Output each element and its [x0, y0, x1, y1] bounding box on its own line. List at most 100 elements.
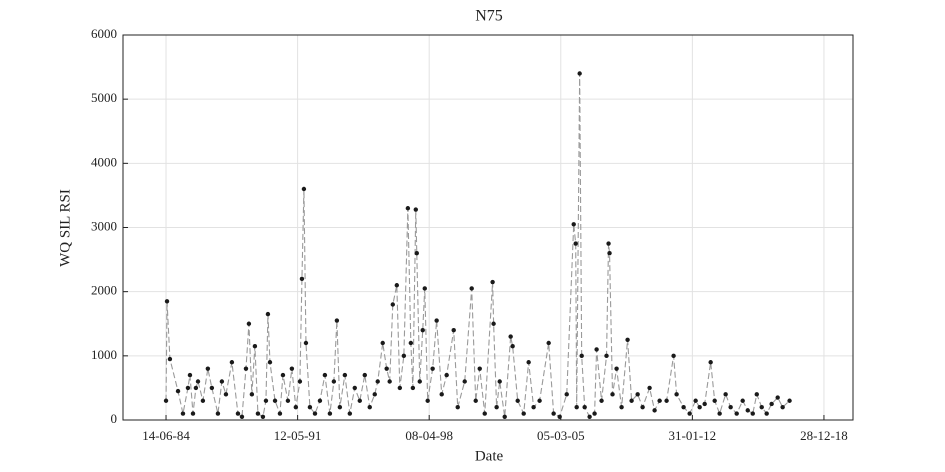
data-point	[187, 372, 193, 378]
data-point	[413, 207, 418, 212]
data-point	[607, 250, 612, 256]
data-point	[652, 408, 657, 413]
data-point	[185, 385, 191, 391]
data-point	[564, 392, 569, 397]
data-point	[205, 366, 211, 371]
data-point	[571, 222, 576, 227]
data-point	[681, 404, 686, 410]
data-point	[674, 392, 679, 397]
x-tick-label: 28-12-18	[800, 428, 848, 443]
data-point	[619, 404, 624, 410]
y-tick-label: 0	[111, 411, 118, 426]
data-point	[215, 411, 221, 416]
x-axis-label: Date	[475, 448, 504, 464]
data-point	[473, 398, 478, 403]
data-point	[410, 385, 416, 391]
data-point	[239, 414, 245, 419]
data-point	[723, 392, 728, 397]
data-point	[167, 356, 173, 362]
x-tick-label: 12-05-91	[274, 428, 322, 443]
y-tick-label: 6000	[91, 26, 117, 41]
data-point	[243, 366, 249, 371]
data-point	[490, 279, 495, 285]
data-point	[462, 379, 467, 384]
data-point	[303, 340, 309, 346]
data-point	[422, 286, 427, 291]
data-point	[508, 334, 513, 339]
data-point	[193, 385, 199, 391]
data-point	[397, 385, 403, 391]
data-point	[200, 398, 206, 403]
y-tick-label: 1000	[91, 347, 117, 362]
data-point	[414, 250, 419, 256]
data-point	[260, 414, 266, 419]
data-point	[277, 411, 283, 416]
y-tick-label: 4000	[91, 154, 117, 169]
data-point	[434, 318, 439, 323]
data-point	[362, 372, 367, 378]
data-point	[317, 398, 323, 403]
data-point	[444, 372, 449, 378]
data-point	[579, 353, 584, 359]
data-point	[190, 411, 196, 416]
data-point	[769, 401, 774, 407]
x-tick-label: 14-06-84	[142, 428, 190, 443]
data-point	[163, 398, 169, 403]
data-point	[537, 398, 542, 403]
data-point	[267, 360, 273, 365]
data-point	[734, 411, 739, 416]
data-point	[235, 411, 241, 416]
plot-frame	[122, 34, 854, 421]
data-point	[272, 398, 278, 403]
data-point	[521, 411, 526, 416]
data-point	[728, 404, 733, 410]
data-point	[592, 411, 597, 416]
y-tick-label: 2000	[91, 283, 117, 298]
data-point	[599, 398, 604, 403]
data-point	[417, 379, 422, 384]
data-point	[625, 337, 630, 342]
data-point	[249, 392, 255, 397]
data-point	[635, 392, 640, 397]
data-point	[175, 388, 181, 394]
data-point	[764, 411, 769, 416]
data-point	[531, 404, 536, 410]
data-point	[469, 286, 474, 291]
data-point	[775, 395, 780, 400]
data-point	[219, 379, 225, 384]
data-point	[229, 360, 235, 365]
data-point	[610, 392, 615, 397]
data-point	[252, 344, 258, 349]
y-tick-label: 5000	[91, 90, 117, 105]
data-point	[697, 404, 702, 410]
data-point	[401, 353, 407, 359]
data-point	[551, 411, 556, 416]
data-point	[750, 411, 755, 416]
data-point	[482, 411, 487, 416]
data-point	[322, 372, 328, 378]
data-point	[347, 411, 353, 416]
data-point	[223, 392, 229, 397]
data-point	[263, 398, 269, 403]
data-point	[787, 398, 792, 403]
x-tick-label: 08-04-98	[405, 428, 453, 443]
data-point	[759, 404, 764, 410]
data-point	[164, 299, 170, 304]
data-point	[657, 398, 662, 403]
data-point	[629, 398, 634, 403]
data-point	[614, 366, 619, 371]
data-point	[647, 385, 652, 391]
data-point	[337, 404, 343, 410]
data-point	[702, 401, 707, 407]
data-point	[693, 398, 698, 403]
data-point	[491, 321, 496, 326]
data-point	[265, 311, 271, 317]
data-point	[671, 353, 676, 359]
data-point	[387, 379, 392, 384]
data-point	[299, 276, 305, 282]
data-point	[352, 385, 357, 391]
data-point	[307, 404, 313, 410]
y-axis-label: WQ SIL RSI	[57, 189, 73, 267]
data-point	[574, 404, 579, 410]
